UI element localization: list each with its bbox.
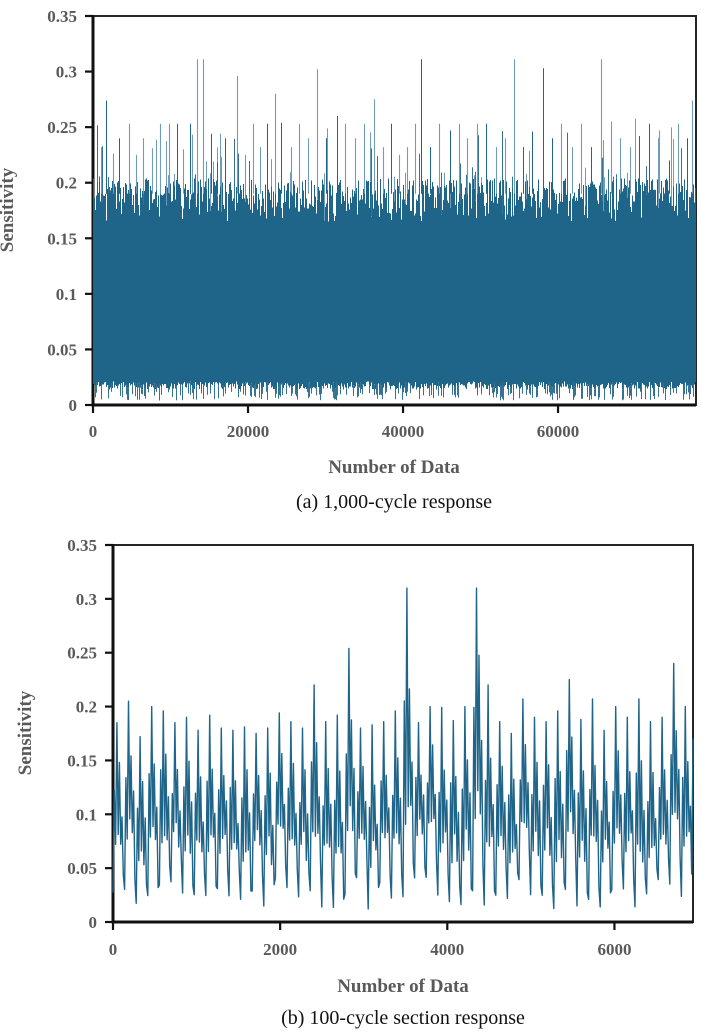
y-tick-label: 0 (69, 396, 78, 415)
series-lower-spikes (95, 381, 694, 401)
y-tick-label: 0.15 (47, 229, 77, 248)
series-body (92, 178, 697, 390)
y-axis-title-b: Sensitivity (15, 690, 36, 775)
x-tick-label: 2000 (263, 940, 297, 959)
series-major-spikes-light (100, 59, 694, 194)
x-axis-title-a: Number of Data (328, 457, 460, 478)
y-tick-label: 0.35 (67, 536, 97, 555)
chart-b-plot: 00.050.10.150.20.250.30.350 2000 4000 6000 … (15, 536, 694, 1029)
series-major-spikes-dark (106, 59, 688, 194)
series-waveform (112, 587, 694, 910)
x-tick-label: 0 (109, 940, 118, 959)
y-tick-label: 0 (89, 913, 98, 932)
x-tick-label: 4000 (430, 940, 464, 959)
x-axis-title-b: Number of Data (337, 976, 469, 997)
x-tick-label: 0 (89, 422, 98, 441)
plot-layer-b: 0 0.05 0.1 0.15 0.2 0.25 0.3 0.35 0 2000 4000 6000 (67, 536, 694, 959)
chart-a-plot: 0 0.05 0.1 0.15 0.2 0.25 0.3 0.35 0 20000 40000 600… (0, 7, 697, 513)
x-tick-label: 40000 (382, 422, 425, 441)
y-tick-label: 0.1 (76, 805, 97, 824)
y-tick-label: 0.25 (67, 644, 97, 663)
y-axis-title-a: Sensitivity (0, 167, 18, 252)
y-tick-label: 0.3 (76, 590, 97, 609)
plot-layer-a: 0 0.05 0.1 0.15 0.2 0.25 0.3 0.35 0 20000 40000 600… (47, 7, 697, 441)
y-tick-label: 0.1 (56, 285, 77, 304)
caption-a: (a) 1,000-cycle response (296, 491, 492, 513)
x-tick-label: 60000 (537, 422, 580, 441)
caption-b: (b) 100-cycle section response (281, 1007, 525, 1029)
y-tick-label: 0.15 (67, 751, 97, 770)
y-tick-label: 0.2 (76, 698, 97, 717)
series-minor-spikes-dark (97, 125, 682, 217)
x-tick-label: 6000 (597, 940, 631, 959)
x-tick-label: 20000 (227, 422, 270, 441)
y-tick-label: 0.05 (47, 340, 77, 359)
y-tick-label: 0.3 (56, 63, 77, 82)
y-tick-label: 0.05 (67, 859, 97, 878)
y-tick-label: 0.35 (47, 7, 77, 26)
y-tick-label: 0.2 (56, 174, 77, 193)
y-tick-label: 0.25 (47, 118, 77, 137)
